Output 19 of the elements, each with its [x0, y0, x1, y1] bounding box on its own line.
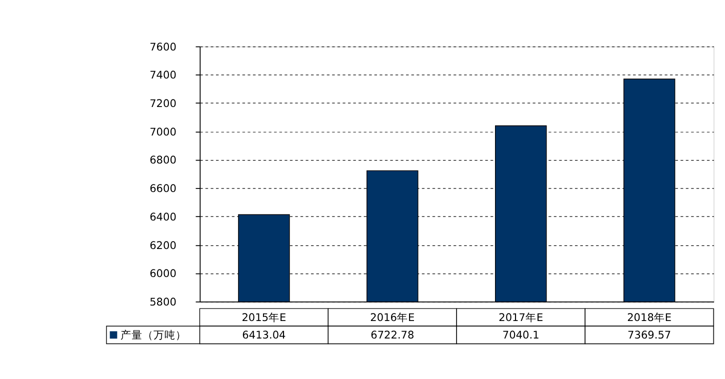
x-tick-label: 2016年E	[370, 312, 415, 324]
y-tick-label: 5800	[150, 296, 177, 308]
x-tick-label: 2017年E	[498, 312, 544, 324]
x-tick-label: 2018年E	[627, 312, 672, 324]
y-tick-label: 6400	[150, 211, 177, 224]
legend-label: 产量（万吨）	[120, 328, 187, 342]
y-tick-label: 7000	[150, 126, 177, 138]
data-label: 7040.1	[502, 329, 540, 342]
y-tick-label: 6800	[150, 154, 177, 167]
y-tick-label: 7400	[150, 70, 177, 82]
data-label: 6413.04	[242, 329, 286, 342]
data-label: 7369.57	[628, 329, 672, 342]
y-tick-label: 6200	[150, 240, 177, 252]
y-tick-label: 6600	[150, 183, 177, 196]
y-tick-label: 7200	[150, 98, 177, 110]
x-tick-label: 2015年E	[242, 312, 286, 324]
y-tick-label: 6000	[150, 268, 177, 280]
y-tick-label: 7600	[150, 41, 177, 54]
data-label: 6722.78	[370, 329, 414, 342]
